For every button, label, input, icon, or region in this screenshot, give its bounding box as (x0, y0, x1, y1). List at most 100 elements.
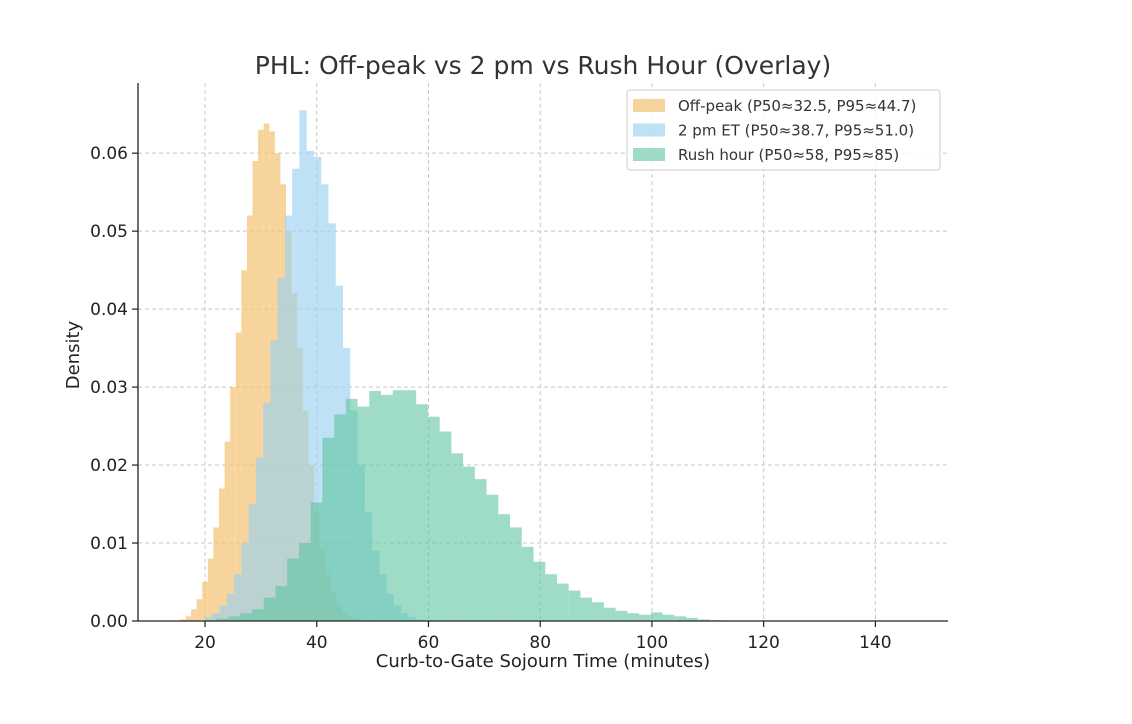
histogram-bar (310, 502, 323, 621)
histogram-bar (255, 457, 264, 621)
histogram-bar (251, 609, 264, 621)
plot-area (179, 110, 733, 622)
y-tick-label: 0.03 (90, 378, 128, 398)
y-tick-label: 0.01 (90, 534, 128, 554)
histogram-bar (306, 150, 314, 621)
histogram-bar (321, 184, 329, 622)
histogram-bar (287, 558, 299, 621)
histogram-bar (202, 582, 208, 621)
histogram-bar (191, 609, 197, 621)
histogram-bar (284, 215, 293, 621)
x-tick-label: 20 (194, 633, 216, 653)
histogram-bar (179, 619, 186, 621)
histogram-bar (213, 527, 219, 621)
x-tick-label: 100 (636, 633, 668, 653)
series-2 (205, 390, 733, 621)
histogram-bar (568, 590, 581, 621)
histogram-bar (252, 160, 259, 621)
histogram-bar (627, 613, 640, 621)
histogram-bar (345, 398, 358, 621)
histogram-bar (334, 414, 346, 621)
legend-label: Rush hour (P50≈58, P95≈85) (678, 146, 899, 164)
histogram-bar (451, 453, 464, 621)
histogram-bar (258, 129, 264, 622)
histogram-bar (674, 616, 687, 621)
histogram-bar (275, 585, 288, 621)
histogram-bar (185, 616, 192, 621)
histogram-bar (263, 597, 276, 621)
y-tick-label: 0.04 (90, 300, 128, 320)
legend-swatch (633, 123, 665, 137)
histogram-bar (263, 123, 270, 622)
histogram-bar (246, 215, 253, 621)
histogram-bar (226, 593, 235, 621)
histogram-bar (216, 618, 229, 621)
histogram-bar (510, 527, 522, 621)
histogram-bar (556, 583, 569, 621)
histogram-bar (263, 402, 271, 621)
histogram-bar (322, 437, 335, 621)
histogram-bar (224, 441, 231, 621)
histogram-bar (299, 110, 307, 621)
histogram-bar (241, 270, 247, 621)
histogram-bar (207, 558, 214, 621)
histogram-bar (212, 613, 220, 621)
histogram-bar (205, 617, 213, 621)
histogram-bar (463, 466, 475, 621)
histogram-bar (230, 387, 236, 621)
x-tick-label: 80 (529, 633, 551, 653)
y-tick-label: 0.02 (90, 456, 128, 476)
y-ticks: 0.00 0.01 0.02 0.03 0.04 0.05 0.06 (90, 144, 138, 632)
histogram-bar (498, 514, 511, 621)
histogram-bar (240, 613, 252, 621)
x-tick-label: 40 (306, 633, 328, 653)
legend-box (626, 89, 941, 171)
histogram-bar (416, 404, 428, 621)
y-tick-label: 0.00 (90, 612, 128, 632)
x-ticks: 20 40 60 80 100 120 140 (194, 621, 892, 653)
histogram-bar (196, 599, 203, 621)
histogram-bar (521, 546, 534, 621)
x-tick-label: 120 (747, 633, 779, 653)
histogram-bar (580, 597, 593, 621)
histogram-bar (357, 406, 370, 621)
x-tick-label: 60 (418, 633, 440, 653)
histogram-bar (235, 332, 242, 621)
histogram-bar (533, 561, 546, 621)
histogram-bar (404, 390, 417, 621)
histogram-bar (650, 612, 663, 621)
histogram-bar (248, 504, 256, 621)
histogram-bar (270, 340, 278, 621)
legend-label: 2 pm ET (P50≈38.7, P95≈51.0) (678, 122, 914, 140)
histogram-bar (219, 488, 225, 621)
legend-swatch (633, 148, 665, 161)
histogram-bar (298, 543, 311, 621)
histogram-bar (474, 479, 487, 621)
x-tick-label: 140 (859, 633, 891, 653)
histogram-bar (292, 168, 300, 621)
histogram-bar (234, 574, 242, 621)
y-tick-label: 0.05 (90, 222, 128, 242)
histogram-bar (603, 607, 616, 621)
histogram-bar (277, 277, 285, 621)
histogram-bar (592, 602, 604, 621)
histogram-bar (219, 605, 227, 621)
chart-title: PHL: Off-peak vs 2 pm vs Rush Hour (Over… (255, 51, 831, 80)
x-axis-label: Curb-to-Gate Sojourn Time (minutes) (376, 651, 710, 672)
histogram-bar (697, 619, 710, 621)
axes (137, 83, 948, 622)
histogram-bar (313, 157, 322, 622)
legend: Off-peak (P50≈32.5, P95≈44.7) 2 pm ET (P5… (626, 89, 941, 171)
histogram-bar (427, 416, 440, 621)
legend-label: Off-peak (P50≈32.5, P95≈44.7) (678, 97, 916, 115)
histogram-bar (439, 431, 452, 621)
y-tick-label: 0.06 (90, 144, 128, 164)
histogram-bar (662, 614, 675, 621)
histogram-bar (486, 494, 499, 621)
histogram-bar (545, 574, 557, 621)
histogram-bar (392, 390, 405, 621)
histogram-bar (228, 616, 241, 621)
histogram-bar (241, 543, 249, 621)
histogram-bar (328, 223, 336, 621)
